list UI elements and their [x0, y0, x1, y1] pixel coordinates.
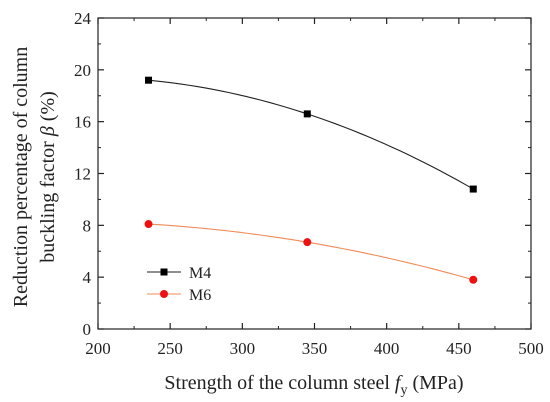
series-m6	[144, 220, 478, 284]
y-tick-label: 24	[74, 9, 92, 28]
x-axis-title-subscript: y	[400, 383, 407, 398]
plot-border	[97, 17, 532, 330]
x-axis-title: Strength of the column steel fy (MPa)	[164, 372, 463, 398]
data-point	[469, 275, 478, 284]
x-axis-title-symbol: f	[395, 372, 403, 394]
x-axis-title-text: Strength of the column steel	[164, 372, 395, 394]
y-axis: 0 4 8 12 16 20 24	[74, 9, 531, 339]
legend-item-m4: M4	[147, 265, 211, 282]
x-axis-title-unit: (MPa)	[407, 372, 463, 394]
series-m4	[145, 76, 477, 193]
plot-frame	[97, 17, 532, 330]
legend-marker	[160, 290, 168, 298]
x-tick-label: 300	[230, 339, 256, 358]
data-point	[469, 185, 477, 193]
y-tick-label: 0	[83, 320, 92, 339]
y-axis-title-line2: buckling factor β (%)	[37, 91, 59, 263]
x-axis: 200 250 300 350 400 450 500	[85, 18, 544, 358]
y-tick-label: 20	[74, 61, 91, 80]
y-axis-title-line2-prefix: buckling factor	[37, 136, 59, 263]
y-axis-title: Reduction percentage of column buckling …	[10, 47, 59, 307]
y-axis-title-line2-symbol: β	[37, 126, 59, 137]
y-tick-label: 16	[74, 113, 91, 132]
y-tick-label: 8	[83, 216, 92, 235]
x-tick-label: 500	[518, 339, 544, 358]
y-axis-title-line1: Reduction percentage of column	[10, 47, 32, 307]
legend-item-m6: M6	[147, 287, 211, 304]
legend-marker	[160, 268, 168, 276]
x-tick-label: 350	[302, 339, 328, 358]
data-point	[145, 76, 153, 84]
x-tick-label: 400	[374, 339, 400, 358]
data-point	[144, 220, 153, 229]
legend-label: M4	[189, 265, 211, 282]
series-line	[148, 79, 474, 190]
series-layer	[144, 76, 478, 284]
y-tick-label: 4	[83, 268, 92, 287]
x-tick-label: 450	[446, 339, 472, 358]
legend-label: M6	[189, 287, 211, 304]
data-point	[303, 110, 311, 118]
y-tick-label: 12	[74, 165, 91, 184]
x-tick-label: 250	[157, 339, 183, 358]
x-tick-label: 200	[85, 339, 111, 358]
data-point	[303, 238, 312, 247]
y-axis-title-line2-suffix: (%)	[37, 91, 59, 126]
